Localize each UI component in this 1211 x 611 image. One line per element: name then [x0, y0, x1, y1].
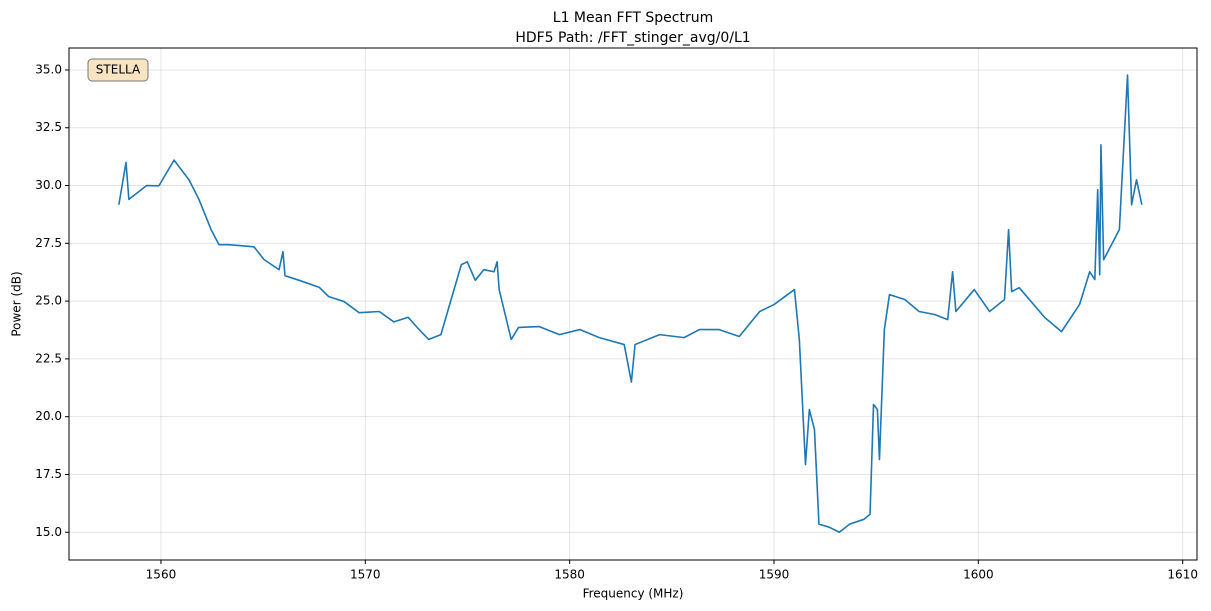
y-tick-label: 20.0: [35, 409, 62, 423]
x-tick-label: 1600: [963, 568, 994, 582]
annotation-box: [87, 58, 149, 82]
x-axis-label: Frequency (MHz): [583, 587, 684, 601]
x-tick-label: 1580: [554, 568, 585, 582]
y-axis-label: Power (dB): [10, 271, 24, 336]
chart-title: L1 Mean FFT Spectrum: [553, 10, 713, 26]
y-tick-label: 30.0: [35, 178, 62, 192]
y-tick-label: 27.5: [35, 236, 62, 250]
y-tick-label: 15.0: [35, 525, 62, 539]
y-tick-label: 22.5: [35, 351, 62, 365]
x-tick-label: 1590: [759, 568, 790, 582]
x-tick-label: 1610: [1167, 568, 1198, 582]
plot-frame: [68, 47, 1198, 561]
x-tick-label: 1560: [146, 568, 177, 582]
line-series: [118, 74, 1143, 534]
y-tick-label: 35.0: [35, 62, 62, 76]
y-tick-label: 25.0: [35, 294, 62, 308]
y-tick-label: 32.5: [35, 120, 62, 134]
y-tick-label: 17.5: [35, 467, 62, 481]
x-tick-label: 1570: [350, 568, 381, 582]
annotation: STELLA: [96, 63, 141, 77]
chart-subtitle: HDF5 Path: /FFT_stinger_avg/0/L1: [515, 30, 750, 46]
